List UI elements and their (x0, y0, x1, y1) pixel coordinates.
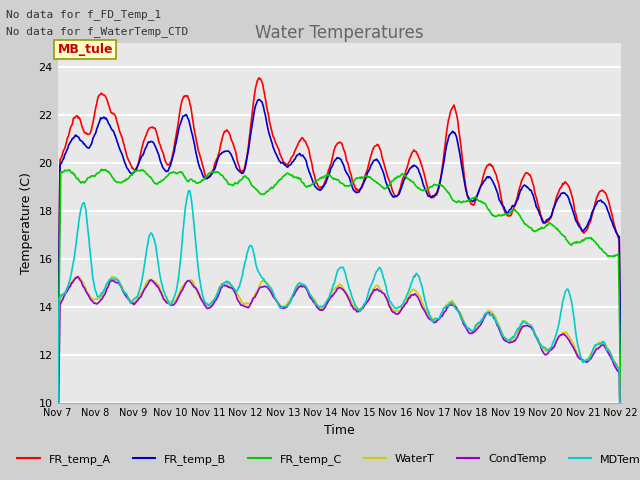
X-axis label: Time: Time (324, 424, 355, 437)
Text: MB_tule: MB_tule (58, 43, 113, 56)
Legend: FR_temp_A, FR_temp_B, FR_temp_C, WaterT, CondTemp, MDTemp_A: FR_temp_A, FR_temp_B, FR_temp_C, WaterT,… (13, 450, 640, 469)
Text: No data for f_WaterTemp_CTD: No data for f_WaterTemp_CTD (6, 25, 189, 36)
Y-axis label: Temperature (C): Temperature (C) (20, 172, 33, 274)
Text: No data for f_FD_Temp_1: No data for f_FD_Temp_1 (6, 9, 162, 20)
Title: Water Temperatures: Water Temperatures (255, 24, 424, 42)
